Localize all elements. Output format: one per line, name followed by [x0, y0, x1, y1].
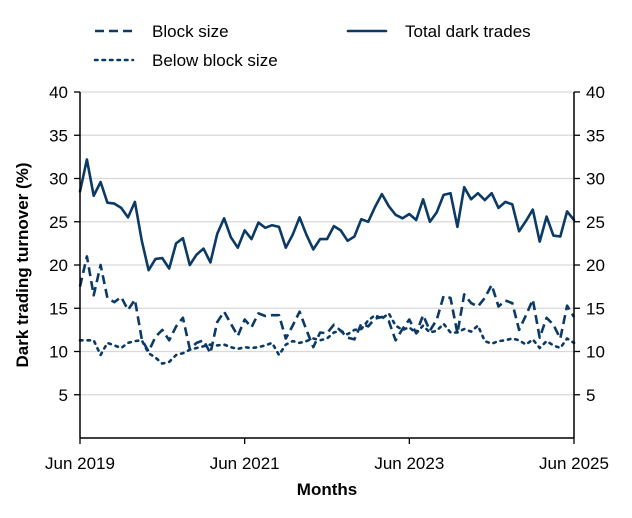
y-tick-label-left: 20 [49, 256, 68, 275]
y-tick-label-right: 25 [586, 213, 605, 232]
y-tick-label-right: 30 [586, 170, 605, 189]
x-axis-label: Months [297, 480, 357, 499]
legend-label: Below block size [152, 51, 278, 70]
y-tick-label-right: 5 [586, 386, 595, 405]
legend-label: Block size [152, 22, 229, 41]
legend: Block size Below block size Total dark tra… [93, 22, 531, 70]
y-tick-label-left: 35 [49, 126, 68, 145]
y-tick-label-left: 10 [49, 343, 68, 362]
gridlines [80, 91, 574, 396]
x-tick-label: Jun 2021 [210, 454, 280, 473]
y-tick-label-left: 25 [49, 213, 68, 232]
axes: 5 5 10 10 15 15 20 20 25 25 30 30 35 35 40 40 Jun 2019 Ju… [45, 83, 609, 473]
series-line-total-dark-trades [78, 158, 576, 272]
legend-label: Total dark trades [405, 22, 531, 41]
x-tick-label: Jun 2025 [539, 454, 609, 473]
y-axis-label: Dark trading turnover (%) [13, 163, 32, 368]
series-line-below-block-size [78, 312, 576, 365]
x-tick-label: Jun 2023 [374, 454, 444, 473]
y-tick-label-right: 15 [586, 299, 605, 318]
y-tick-label-left: 40 [49, 83, 68, 102]
x-tick-label: Jun 2019 [45, 454, 115, 473]
y-tick-label-left: 5 [59, 386, 68, 405]
y-tick-label-right: 20 [586, 256, 605, 275]
series-lines [78, 158, 576, 365]
y-tick-label-left: 15 [49, 299, 68, 318]
y-tick-label-right: 35 [586, 126, 605, 145]
y-tick-label-right: 10 [586, 343, 605, 362]
y-tick-label-left: 30 [49, 170, 68, 189]
series-line-block-size [78, 255, 576, 355]
y-tick-label-right: 40 [586, 83, 605, 102]
